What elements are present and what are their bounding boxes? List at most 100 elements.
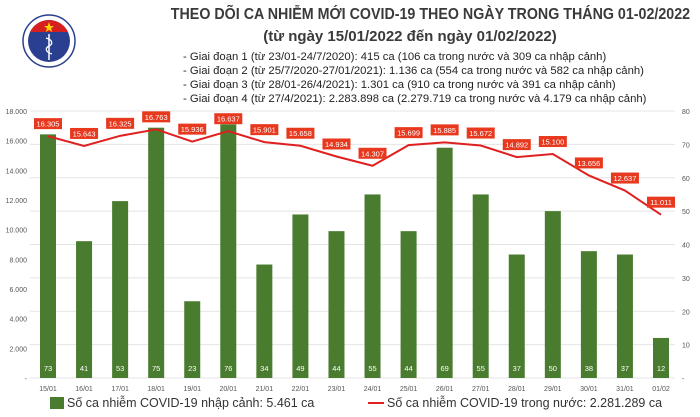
legend-item-domestic: Số ca nhiễm COVID-19 trong nước: 2.281.2… xyxy=(368,396,662,410)
left-tick-label: 4.000 xyxy=(9,317,27,324)
left-tick-label: 6.000 xyxy=(9,287,27,294)
line-label: 14.307 xyxy=(361,149,384,158)
legend-swatch-bar xyxy=(50,397,64,409)
stage-note: - Giai đoạn 3 (từ 28/01-26/4/2021): 1.30… xyxy=(183,79,616,91)
bar xyxy=(256,264,273,378)
ministry-of-health-logo xyxy=(22,14,76,68)
bar-label: 38 xyxy=(585,364,593,373)
bar-label: 37 xyxy=(513,364,521,373)
line-label-box xyxy=(214,113,243,125)
line-label: 16.763 xyxy=(145,113,168,122)
bar xyxy=(220,124,237,378)
x-tick-label: 18/01 xyxy=(147,386,165,393)
x-tick-label: 27/01 xyxy=(472,386,490,393)
line-label-box xyxy=(574,157,603,169)
right-tick-label: 80 xyxy=(682,109,690,116)
line-label-box xyxy=(142,111,171,123)
left-tick-label: 18.000 xyxy=(6,109,28,116)
x-tick-label: 19/01 xyxy=(183,386,201,393)
bar-label: 44 xyxy=(332,364,340,373)
x-tick-label: 20/01 xyxy=(220,386,238,393)
x-tick-label: 15/01 xyxy=(39,386,57,393)
bar xyxy=(148,127,165,378)
legend: Số ca nhiễm COVID-19 nhập cảnh: 5.461 ca… xyxy=(0,396,700,416)
line-label-box xyxy=(647,196,675,208)
line-label: 15.672 xyxy=(469,129,492,138)
legend-item-imported: Số ca nhiễm COVID-19 nhập cảnh: 5.461 ca xyxy=(50,396,314,410)
left-tick-label: 14.000 xyxy=(6,168,28,175)
legend-label: Số ca nhiễm COVID-19 trong nước: 2.281.2… xyxy=(387,396,663,410)
x-tick-label: 31/01 xyxy=(616,386,634,393)
bar xyxy=(400,231,417,378)
bar xyxy=(580,251,597,378)
line-label-box xyxy=(34,118,62,130)
right-tick-label: 20 xyxy=(682,309,690,316)
chart-subtitle: (từ ngày 15/01/2022 đến ngày 01/02/2022) xyxy=(263,28,557,45)
x-tick-label: 28/01 xyxy=(508,386,526,393)
right-tick-label: 70 xyxy=(682,142,690,149)
line-label-box xyxy=(106,117,135,129)
stage-note: - Giai đoạn 2 (từ 25/7/2020-27/01/2021):… xyxy=(183,65,644,77)
x-tick-label: 01/02 xyxy=(652,386,670,393)
line-label: 15.643 xyxy=(73,129,96,138)
bar xyxy=(112,201,129,378)
line-label: 11.011 xyxy=(650,198,672,207)
bar-label: 53 xyxy=(116,364,124,373)
chart-title: THEO DÕI CA NHIỄM MỚI COVID-19 THEO NGÀY… xyxy=(170,6,691,23)
bar-label: 76 xyxy=(224,364,232,373)
line-label: 14.934 xyxy=(325,140,348,149)
bar xyxy=(292,214,309,378)
left-tick-label: 16.000 xyxy=(6,139,28,146)
line-label: 12.637 xyxy=(613,174,636,183)
right-tick-label: 10 xyxy=(682,343,690,350)
line-label-box xyxy=(70,127,99,139)
x-tick-label: 16/01 xyxy=(75,386,93,393)
bar-label: 23 xyxy=(188,364,196,373)
line-label-box xyxy=(430,124,459,136)
bar xyxy=(76,241,93,378)
bar-label: 41 xyxy=(80,364,88,373)
line-label-box xyxy=(358,147,387,159)
x-tick-label: 21/01 xyxy=(256,386,274,393)
bar xyxy=(616,254,633,378)
bar xyxy=(40,134,56,378)
bar xyxy=(364,194,381,378)
left-tick-label: 8.000 xyxy=(9,257,27,264)
x-tick-label: 17/01 xyxy=(111,386,129,393)
stage-note: - Giai đoạn 4 (từ 27/4/2021): 2.283.898 … xyxy=(183,93,647,105)
bar-label: 34 xyxy=(260,364,268,373)
line-label-box xyxy=(178,123,207,135)
line-label: 16.325 xyxy=(109,119,132,128)
bar-label: 55 xyxy=(477,364,485,373)
line-label: 15.936 xyxy=(181,125,204,134)
line-label-box xyxy=(394,127,423,139)
right-tick-label: - xyxy=(682,376,685,383)
line-label: 16.305 xyxy=(37,120,60,129)
line-label-box xyxy=(502,139,531,151)
x-tick-label: 22/01 xyxy=(292,386,310,393)
bar-label: 49 xyxy=(296,364,304,373)
bar-label: 75 xyxy=(152,364,160,373)
x-tick-label: 23/01 xyxy=(328,386,346,393)
bar xyxy=(544,211,561,378)
line-label: 14.892 xyxy=(505,141,528,150)
left-tick-label: - xyxy=(25,376,28,383)
line-label-box xyxy=(286,127,315,139)
stage-note: - Giai đoạn 1 (từ 23/01-24/7/2020): 415 … xyxy=(183,51,607,63)
bar-label: 44 xyxy=(404,364,412,373)
x-tick-label: 25/01 xyxy=(400,386,418,393)
legend-swatch-line xyxy=(368,402,384,404)
line-series xyxy=(47,128,662,216)
right-tick-label: 60 xyxy=(682,176,690,183)
bar-label: 12 xyxy=(657,364,665,373)
bar xyxy=(653,337,669,378)
chart-plot: - 10 20 30 40 50 60 70 80 - 2.000 4.000 6.000 8.000 10… xyxy=(6,109,690,393)
bar xyxy=(184,301,201,378)
line-label: 15.699 xyxy=(397,129,420,138)
line-label-box xyxy=(322,138,351,150)
line-label: 16.637 xyxy=(217,115,240,124)
bar-label: 69 xyxy=(440,364,448,373)
bar-label: 37 xyxy=(621,364,629,373)
bar xyxy=(328,231,345,378)
x-tick-label: 30/01 xyxy=(580,386,598,393)
